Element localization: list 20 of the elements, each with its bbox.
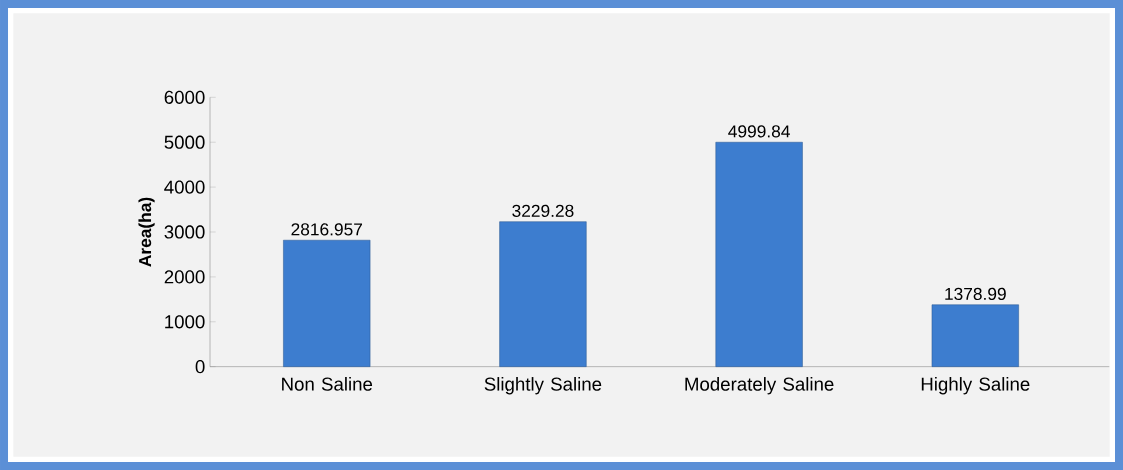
bar: [283, 239, 371, 367]
bar: [499, 221, 587, 367]
y-tick-label: 6000: [164, 90, 205, 104]
bar: [931, 304, 1019, 367]
data-label: 4999.84: [728, 125, 790, 138]
y-tick-label: 1000: [165, 315, 205, 329]
bar: [715, 141, 803, 367]
x-tick-label: Highly Saline: [921, 377, 1030, 395]
y-tick-label: 4000: [164, 180, 205, 194]
data-label: 3229.28: [512, 204, 574, 217]
data-label: 1378.99: [945, 287, 1006, 301]
y-tick-label: 3000: [164, 225, 205, 239]
x-tick-label: Slightly Saline: [484, 377, 602, 395]
x-tick-label: Moderately Saline: [685, 377, 834, 395]
y-axis-title: Area(ha): [138, 197, 155, 267]
y-tick-label: 0: [195, 360, 205, 374]
y-tick-label: 2000: [164, 270, 205, 284]
x-tick-label: Non Saline: [282, 377, 373, 391]
data-label: 2816.957: [291, 223, 363, 236]
y-tick-label: 5000: [164, 135, 205, 149]
